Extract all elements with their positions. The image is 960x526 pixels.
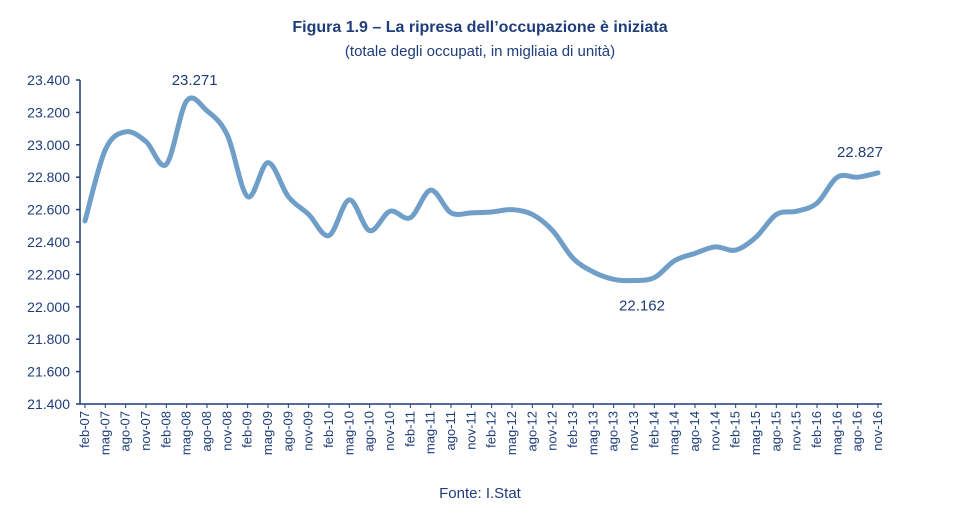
x-tick-label: ago-12 [524,411,539,451]
x-tick-label: feb-16 [809,411,824,448]
x-tick-label: feb-14 [646,411,661,448]
y-tick-label: 23.200 [27,104,70,120]
y-tick-label: 23.400 [27,72,70,88]
y-tick-label: 22.200 [27,266,70,282]
x-tick-label: feb-09 [240,411,255,448]
y-tick-label: 22.400 [27,234,70,250]
x-tick-label: nov-12 [545,411,560,451]
x-tick-label: mag-16 [829,411,844,455]
x-tick-label: feb-15 [728,411,743,448]
x-tick-label: mag-09 [260,411,275,455]
x-tick-label: mag-08 [179,411,194,455]
series-line-underlay [84,96,879,282]
y-tick-label: 23.000 [27,137,70,153]
x-tick-label: mag-14 [667,411,682,455]
x-tick-label: mag-11 [423,411,438,454]
x-tick-label: feb-12 [484,411,499,448]
x-tick-label: nov-13 [626,411,641,451]
x-tick-label: nov-08 [219,411,234,451]
y-tick-label: 22.000 [27,299,70,315]
x-tick-label: ago-08 [199,411,214,451]
x-tick-label: feb-10 [321,411,336,448]
x-tick-label: mag-10 [341,411,356,455]
chart-source: Fonte: I.Stat [439,485,521,502]
x-tick-label: mag-12 [504,411,519,455]
x-tick-label: nov-15 [789,411,804,451]
x-tick-label: ago-16 [850,411,865,451]
data-label: 23.271 [172,72,218,89]
x-tick-label: nov-14 [707,411,722,451]
x-tick-label: mag-07 [97,411,112,455]
y-tick-label: 21.800 [27,331,70,347]
x-tick-label: ago-07 [118,411,133,451]
x-tick-label: mag-15 [748,411,763,455]
data-label: 22.162 [619,298,665,315]
x-tick-label: ago-09 [280,411,295,451]
data-label: 22.827 [837,144,883,161]
y-tick-label: 22.800 [27,169,70,185]
x-tick-label: ago-11 [443,411,458,451]
x-tick-label: ago-13 [606,411,621,451]
x-tick-label: nov-11 [463,411,478,450]
x-tick-label: feb-13 [565,411,580,448]
x-tick-label: feb-11 [402,411,417,447]
y-tick-label: 21.600 [27,364,70,380]
y-tick-label: 22.600 [27,202,70,218]
x-tick-label: nov-07 [138,411,153,451]
x-tick-label: nov-16 [870,411,885,451]
x-tick-label: nov-10 [382,411,397,451]
x-tick-label: feb-08 [158,411,173,448]
series-line [82,95,881,284]
x-tick-label: nov-09 [301,411,316,451]
y-tick-label: 21.400 [27,396,70,412]
chart-title: Figura 1.9 – La ripresa dell’occupazione… [292,19,668,36]
x-tick-label: feb-07 [77,411,92,448]
chart-subtitle: (totale degli occupati, in migliaia di u… [344,43,616,60]
x-tick-label: mag-13 [585,411,600,455]
x-tick-label: ago-10 [362,411,377,451]
x-tick-label: ago-14 [687,411,702,451]
x-tick-label: ago-15 [768,411,783,451]
